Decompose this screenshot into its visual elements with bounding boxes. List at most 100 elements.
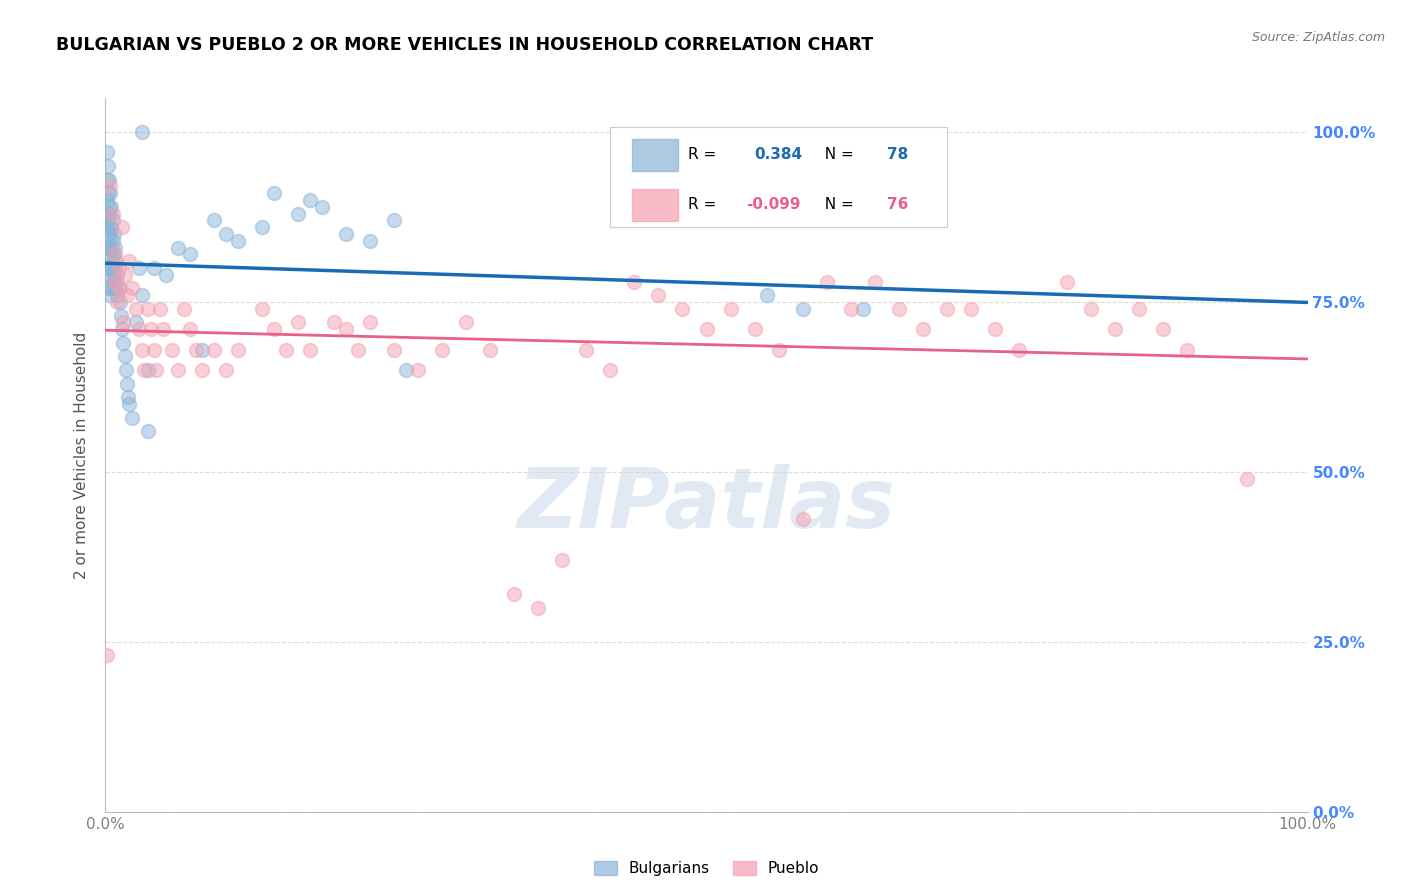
Point [863,275,886,289]
Point [115,363,138,377]
Point [98,281,121,295]
Point [100,200,122,214]
Point [98,288,121,302]
Point [108,295,131,310]
Point [936,301,959,316]
Point [139,322,162,336]
Point [382,213,405,227]
Point [103,227,125,241]
Point [768,343,790,357]
Point [131,125,153,139]
Text: N =: N = [814,197,858,212]
Point [527,600,550,615]
Point [98,260,121,275]
Point [124,315,146,329]
Point [107,281,129,295]
FancyBboxPatch shape [610,127,948,227]
Point [104,241,127,255]
Point [335,322,357,336]
Point [97,159,120,173]
Point [190,363,212,377]
Legend: Bulgarians, Pueblo: Bulgarians, Pueblo [588,855,825,882]
Point [551,553,574,567]
Point [287,207,309,221]
Point [97,260,120,275]
Point [98,207,121,221]
Point [335,227,357,241]
Point [359,234,381,248]
Point [105,275,128,289]
Point [136,301,159,316]
Point [173,301,195,316]
Point [887,301,910,316]
Point [250,220,273,235]
Bar [631,188,678,220]
Point [671,301,693,316]
Point [142,343,165,357]
Text: R =: R = [689,147,727,162]
Point [274,343,297,357]
Point [647,288,669,302]
Point [311,200,333,214]
Point [104,281,127,295]
Point [166,241,188,255]
Point [720,301,742,316]
Point [117,390,139,404]
Point [105,254,128,268]
Point [599,363,621,377]
Point [108,281,131,295]
Point [298,193,321,207]
Point [755,288,778,302]
Point [166,363,188,377]
Point [97,227,120,241]
Point [96,145,118,160]
Point [202,343,225,357]
Point [152,322,174,336]
Point [214,363,236,377]
Point [104,260,127,275]
Point [696,322,718,336]
Point [121,281,143,295]
Point [101,213,124,227]
Point [101,234,124,248]
Point [97,207,120,221]
Point [96,172,118,186]
Point [792,301,814,316]
Point [98,186,121,201]
Point [623,275,645,289]
Point [98,200,121,214]
Point [101,254,124,268]
Point [142,260,165,275]
Point [145,363,167,377]
Point [100,260,122,275]
Point [103,268,125,282]
Bar [631,138,678,170]
Point [160,343,183,357]
Point [179,322,201,336]
Point [347,343,370,357]
Y-axis label: 2 or more Vehicles in Household: 2 or more Vehicles in Household [75,331,90,579]
Point [96,213,118,227]
Point [104,247,127,261]
Point [112,315,135,329]
Point [98,247,121,261]
Point [132,363,155,377]
Point [107,268,129,282]
Point [114,350,136,364]
Point [98,241,121,255]
Text: BULGARIAN VS PUEBLO 2 OR MORE VEHICLES IN HOUSEHOLD CORRELATION CHART: BULGARIAN VS PUEBLO 2 OR MORE VEHICLES I… [56,36,873,54]
Point [118,254,141,268]
Point [395,363,418,377]
Point [112,335,135,350]
Point [960,301,983,316]
Point [250,301,273,316]
Point [131,288,153,302]
Point [911,322,934,336]
Text: 78: 78 [887,147,908,162]
Point [1056,275,1078,289]
Point [98,179,121,194]
Point [1175,343,1198,357]
Point [107,295,129,310]
Point [98,268,121,282]
Point [111,322,134,336]
